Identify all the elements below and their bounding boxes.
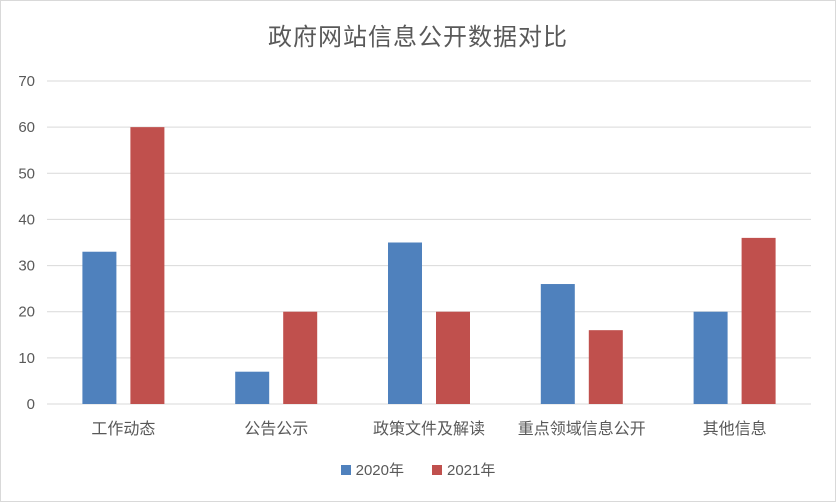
y-tick-label: 20 [18, 304, 35, 321]
x-category-label: 其他信息 [703, 419, 767, 438]
bar-2020-1 [235, 371, 270, 404]
bar-2021-2 [436, 311, 470, 404]
x-category-label: 政策文件及解读 [373, 419, 485, 438]
y-tick-label: 50 [18, 165, 35, 182]
y-tick-label: 30 [18, 258, 35, 275]
legend-swatch-2021 [432, 464, 442, 475]
bar-2020-4 [693, 311, 728, 404]
bar-2021-0 [130, 127, 165, 405]
y-tick-label: 60 [18, 119, 35, 136]
legend-item-2020: 2020年 [340, 459, 404, 480]
y-tick-label: 70 [18, 73, 35, 90]
legend-label-2021: 2021年 [447, 462, 496, 479]
y-axis-ticks: 0 10 20 30 40 50 60 70 [18, 73, 35, 413]
bar-2021-1 [283, 311, 318, 404]
legend-label-2020: 2020年 [355, 462, 404, 479]
bar-2021-3 [588, 330, 623, 404]
y-tick-label: 40 [18, 211, 35, 228]
x-axis-labels: 工作动态 公告公示 政策文件及解读 重点领域信息公开 其他信息 [91, 419, 766, 438]
chart-title: 政府网站信息公开数据对比 [268, 23, 568, 51]
bar-2020-0 [82, 251, 117, 404]
x-category-label: 工作动态 [91, 419, 155, 438]
legend: 2020年 2021年 [1, 459, 835, 480]
legend-item-2021: 2021年 [432, 459, 495, 480]
legend-swatch-2020 [340, 464, 351, 475]
x-category-label: 公告公示 [244, 419, 308, 438]
gridlines [47, 80, 811, 405]
x-category-label: 重点领域信息公开 [518, 419, 646, 438]
bar-2020-2 [388, 242, 422, 404]
bar-2020-3 [540, 284, 575, 404]
bars [82, 127, 776, 405]
y-tick-label: 0 [27, 396, 35, 413]
bar-2021-4 [741, 237, 776, 404]
y-tick-label: 10 [18, 350, 35, 367]
